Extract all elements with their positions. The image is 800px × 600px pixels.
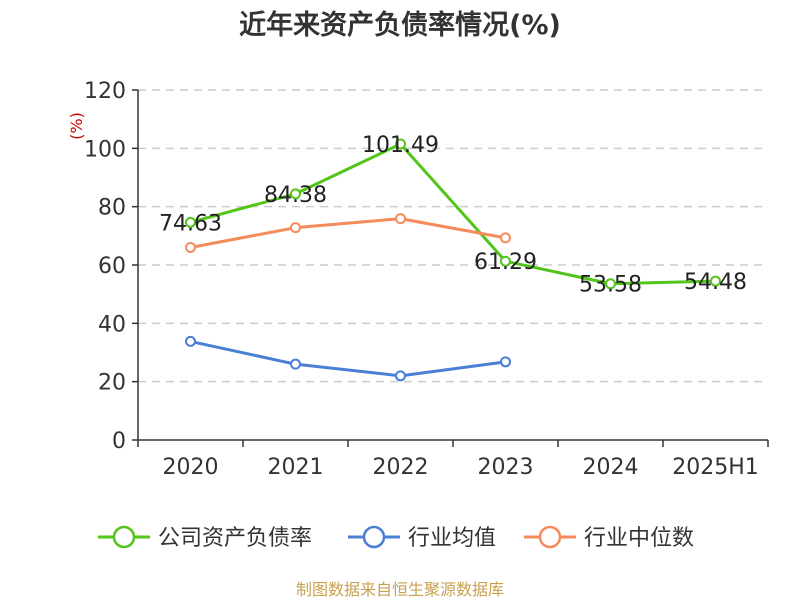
- series-lines: [185, 138, 721, 382]
- data-label: 101.49: [362, 133, 439, 158]
- data-point: [290, 222, 301, 234]
- grid-lines: [138, 89, 768, 383]
- legend-label: 公司资产负债率: [158, 526, 312, 551]
- data-point: [395, 213, 406, 225]
- y-tick-label: 60: [98, 254, 126, 279]
- source-note: 制图数据来自恒生聚源数据库: [296, 580, 504, 599]
- data-point: [500, 255, 511, 267]
- x-tick-label: 2021: [268, 455, 324, 480]
- y-axis-unit: (%): [67, 112, 86, 140]
- x-tick-label: 2023: [478, 455, 534, 480]
- series-line: [190, 339, 506, 378]
- y-tick-label: 80: [98, 196, 126, 221]
- data-point: [185, 242, 196, 253]
- x-tick-label: 2025H1: [672, 455, 759, 480]
- series-line: [190, 217, 506, 249]
- y-tick-label: 40: [98, 312, 126, 337]
- y-tick-label: 100: [84, 137, 126, 162]
- legend-item[interactable]: 行业均值: [348, 525, 496, 551]
- y-tick-label: 0: [112, 429, 126, 454]
- legend-label: 行业中位数: [584, 526, 694, 551]
- legend-item[interactable]: 公司资产负债率: [98, 525, 312, 551]
- data-point: [185, 216, 196, 228]
- data-label: 74.63: [159, 211, 222, 236]
- legend-swatch-marker: [362, 525, 386, 549]
- data-point: [500, 356, 511, 368]
- data-point: [290, 188, 301, 200]
- data-point: [710, 275, 721, 287]
- data-point: [290, 358, 301, 370]
- data-label: 53.58: [579, 273, 642, 298]
- data-point: [500, 232, 511, 244]
- x-tick-label: 2020: [163, 455, 219, 480]
- legend-swatch-marker: [112, 525, 136, 549]
- data-label: 54.48: [684, 270, 747, 295]
- legend[interactable]: 公司资产负债率 行业均值 行业中位数: [98, 525, 694, 551]
- legend-item[interactable]: 行业中位数: [524, 525, 694, 551]
- series-line: [190, 142, 716, 286]
- axes: 0 20 40 60 80 100 120 2020 2021 2022 2023 2024 2025H…: [84, 79, 769, 480]
- legend-label: 行业均值: [408, 526, 496, 551]
- data-labels: 74.63 84.38 101.49 61.29 53.58 54.48: [159, 133, 747, 298]
- data-label: 84.38: [264, 183, 327, 208]
- data-point: [185, 335, 196, 347]
- data-point: [395, 138, 406, 150]
- y-tick-label: 20: [98, 371, 126, 396]
- data-label: 61.29: [474, 250, 537, 275]
- x-tick-label: 2022: [373, 455, 429, 480]
- chart-title: 近年来资产负债率情况(%): [239, 9, 561, 41]
- y-tick-label: 120: [84, 79, 126, 104]
- legend-swatch-marker: [538, 525, 562, 549]
- x-tick-label: 2024: [583, 455, 639, 480]
- data-point: [605, 278, 616, 290]
- data-point: [395, 370, 406, 382]
